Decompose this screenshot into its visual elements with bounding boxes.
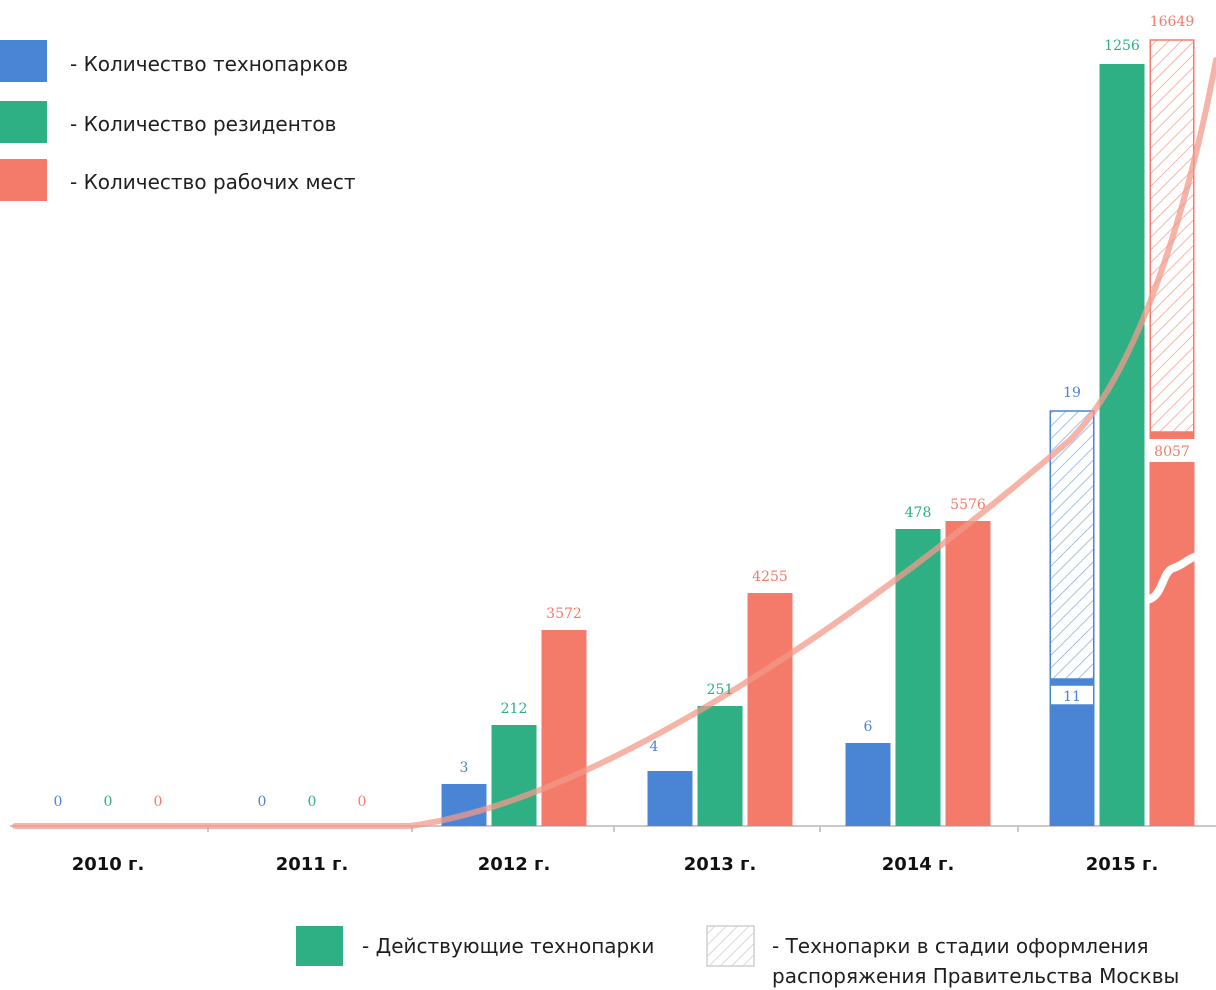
bottom-legend-label-active: - Действующие технопарки — [362, 934, 654, 958]
value-label-residents: 251 — [707, 682, 734, 698]
value-label-jobs: 0 — [154, 794, 163, 810]
legend-swatch-jobs — [0, 159, 47, 201]
value-label-residents: 478 — [905, 505, 932, 521]
bars — [441, 39, 1198, 826]
legend: - Количество технопарков - Количество ре… — [0, 40, 356, 201]
x-tick-label: 2013 г. — [684, 854, 757, 875]
value-label-jobs: 8057 — [1154, 444, 1190, 460]
x-tick-label: 2012 г. — [478, 854, 551, 875]
value-label-residents: 0 — [308, 794, 317, 810]
bar-technoparks — [647, 771, 693, 826]
bar-technoparks — [845, 743, 891, 826]
bottom-legend-label-planned-line2: распоряжения Правительства Москвы — [772, 964, 1179, 988]
value-label-jobs: 0 — [358, 794, 367, 810]
value-label-technoparks: 4 — [650, 739, 659, 755]
x-axis-ticks: 2010 г. 2011 г. 2012 г. 2013 г. 2014 г. 2015 … — [72, 826, 1159, 875]
bar-jobs-planned-cap — [1149, 432, 1195, 439]
trend-curve — [12, 57, 1216, 829]
legend-swatch-residents — [0, 101, 47, 143]
axis-break-marker — [1145, 552, 1198, 604]
x-tick-label: 2015 г. — [1086, 854, 1159, 875]
value-label-technoparks: 0 — [54, 794, 63, 810]
bar-technoparks-planned-cap — [1049, 679, 1095, 685]
bar-residents — [697, 706, 743, 826]
label-bg-jobs-2015 — [1149, 439, 1195, 462]
legend-swatch-technoparks — [0, 40, 47, 82]
x-tick-label: 2010 г. — [72, 854, 145, 875]
legend-label-technoparks: - Количество технопарков — [70, 52, 348, 76]
value-label-jobs: 4255 — [752, 569, 788, 585]
value-label-residents: 1256 — [1104, 38, 1140, 54]
label-box-technoparks-2015 — [1049, 684, 1095, 706]
value-labels: 0 0 0 0 0 0 3 212 3572 4 251 4255 6 478 5576 11 1256 8057… — [54, 14, 1195, 810]
bar-residents — [895, 529, 941, 826]
bar-jobs — [1149, 462, 1195, 826]
value-label-jobs: 5576 — [950, 497, 986, 513]
value-label-technoparks: 11 — [1063, 689, 1081, 705]
bar-jobs — [747, 593, 793, 826]
value-label-technoparks-planned: 19 — [1063, 385, 1081, 401]
value-label-technoparks: 0 — [258, 794, 267, 810]
value-label-jobs: 3572 — [546, 606, 582, 622]
x-tick-label: 2011 г. — [276, 854, 349, 875]
value-label-technoparks: 3 — [460, 760, 469, 776]
value-label-residents: 0 — [104, 794, 113, 810]
x-tick-label: 2014 г. — [882, 854, 955, 875]
bottom-legend: - Действующие технопарки - Технопарки в … — [296, 925, 1179, 988]
bar-technoparks — [1049, 705, 1095, 826]
bar-jobs — [541, 630, 587, 826]
legend-label-residents: - Количество резидентов — [70, 112, 336, 136]
value-label-technoparks: 6 — [864, 719, 873, 735]
bar-residents — [491, 725, 537, 826]
value-label-residents: 212 — [501, 701, 528, 717]
bottom-legend-label-planned-line1: - Технопарки в стадии оформления — [772, 934, 1148, 958]
bottom-legend-swatch-planned — [706, 925, 755, 967]
legend-label-jobs: - Количество рабочих мест — [70, 170, 356, 194]
value-label-jobs-planned: 16649 — [1150, 14, 1195, 30]
bar-residents — [1099, 64, 1145, 826]
bar-jobs — [945, 521, 991, 826]
bottom-legend-swatch-active — [296, 926, 343, 966]
